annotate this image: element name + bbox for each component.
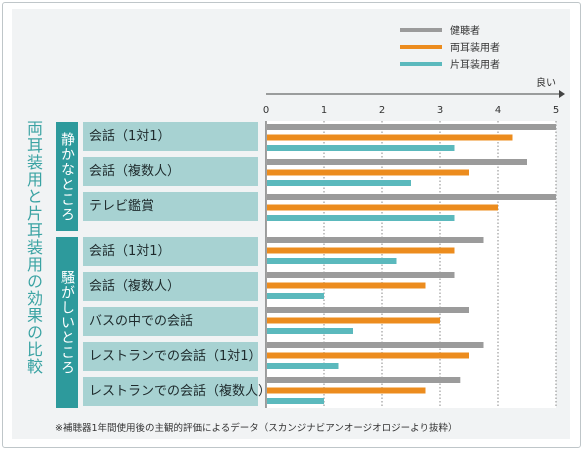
footnote: ※補聴器1年間使用後の主観的評価によるデータ（スカンジナビアンオージオロジーより… [55, 423, 458, 434]
bar [267, 145, 455, 151]
tick-label: 4 [495, 105, 501, 116]
group-label-quiet: 静かなところ [56, 122, 78, 231]
bar [267, 215, 455, 221]
bar [267, 307, 469, 313]
tick-label: 3 [437, 105, 443, 116]
bar [267, 124, 556, 130]
category-label: テレビ鑑賞 [83, 192, 258, 221]
bar [267, 293, 324, 299]
bar [267, 387, 426, 394]
category-label: レストランでの会話（1対1） [83, 342, 262, 371]
legend-label-monaural: 片耳装用者 [450, 60, 500, 71]
category-label: バスの中での会話 [83, 307, 258, 336]
axis-arrow-head [559, 90, 565, 98]
legend-swatch-monaural [400, 62, 442, 66]
category-label: 会話（1対1） [83, 122, 258, 151]
plot-area [266, 121, 556, 408]
bar [267, 352, 469, 359]
category-label: 会話（複数人） [83, 272, 258, 301]
bar [267, 363, 339, 369]
legend-swatch-hearing [400, 28, 442, 32]
tick-label: 1 [321, 105, 327, 116]
legend-swatch-binaural [400, 45, 442, 49]
bar [267, 247, 455, 254]
legend-label-hearing: 健聴者 [450, 26, 480, 37]
bar [267, 398, 324, 404]
bar [267, 328, 353, 334]
category-label: 会話（1対1） [83, 237, 258, 266]
bar [267, 159, 527, 165]
bar [267, 377, 461, 383]
bar [267, 342, 484, 348]
bar [267, 317, 440, 324]
bar [267, 194, 556, 200]
legend-label-binaural: 両耳装用者 [450, 43, 500, 54]
category-label: レストランでの会話（複数人） [83, 377, 271, 406]
bar [267, 272, 455, 278]
chart-title: 両耳装用と片耳装用の効果の比較 [24, 120, 43, 375]
group-label-noisy: 騒がしいところ [56, 237, 78, 408]
tick-label: 5 [553, 105, 559, 116]
better-label: 良い [536, 76, 556, 89]
bar [267, 258, 397, 264]
bar [267, 169, 469, 176]
bar [267, 204, 498, 211]
bar [267, 282, 426, 289]
tick-label: 0 [263, 105, 269, 116]
bar [267, 180, 411, 186]
tick-label: 2 [379, 105, 385, 116]
bar [267, 134, 513, 141]
category-label: 会話（複数人） [83, 157, 258, 186]
bar [267, 237, 484, 243]
